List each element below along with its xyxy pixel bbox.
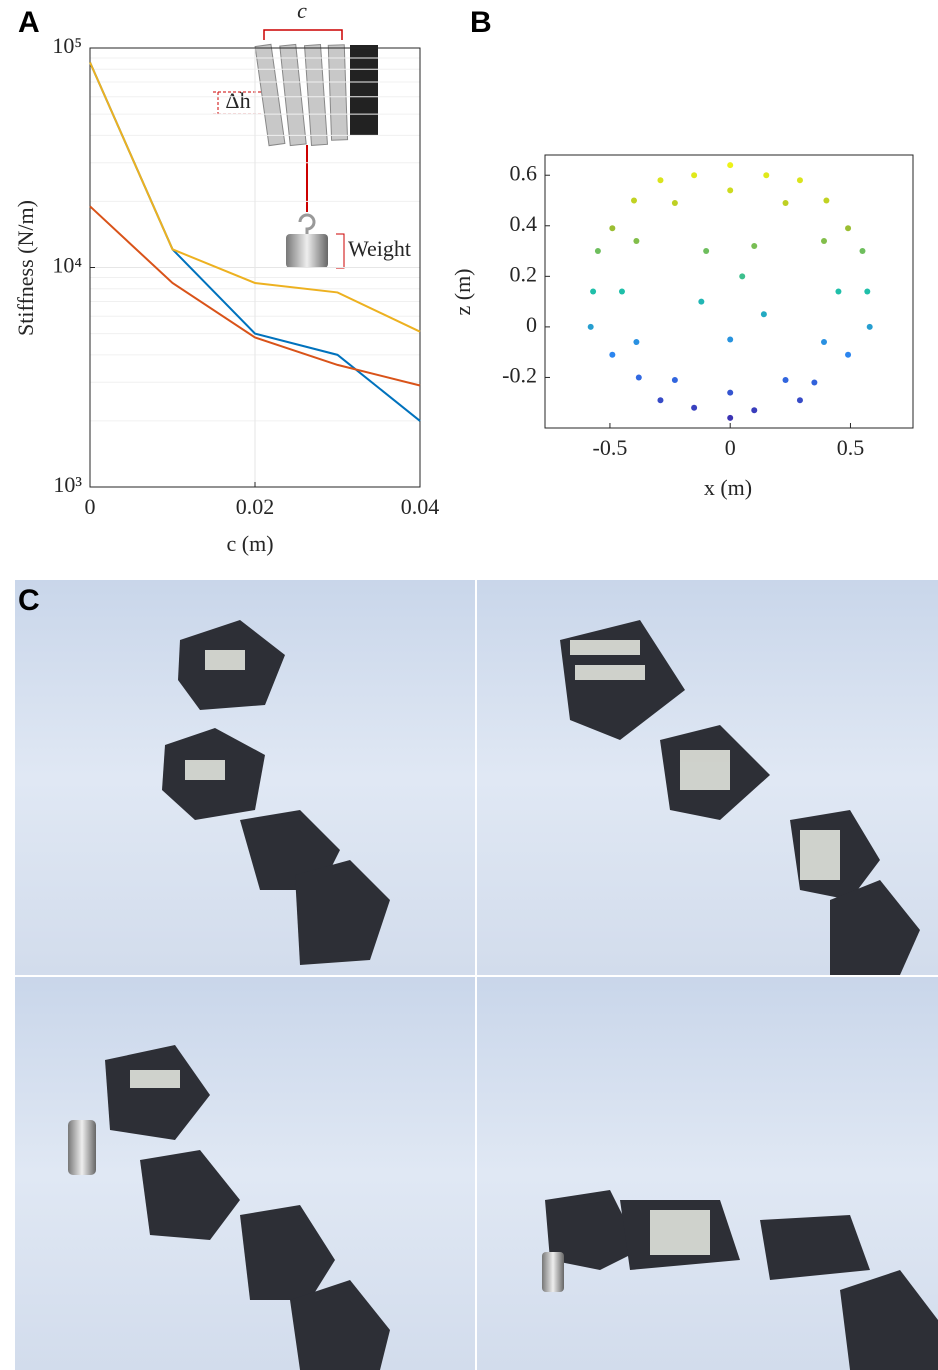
scatter-point <box>727 336 734 343</box>
scatter-point <box>698 298 705 305</box>
x-tick-label: 0 <box>85 494 96 519</box>
scatter-point <box>845 225 852 232</box>
x-tick-label: 0.04 <box>401 494 440 519</box>
scatter-point <box>739 273 746 280</box>
scatter-point <box>866 323 873 330</box>
plot-area: 10³ 10⁴ 10⁵ 0 0.02 0.04 <box>52 33 439 519</box>
y-tick-label: -0.2 <box>502 362 537 387</box>
scatter-point <box>727 414 734 421</box>
x-axis-label: x (m) <box>704 475 752 500</box>
scatter-point <box>671 200 678 207</box>
scatter-point <box>587 323 594 330</box>
axes-box <box>544 154 914 429</box>
scatter-point <box>782 200 789 207</box>
data-line <box>89 61 421 333</box>
inset-illustration: c Δh Weight <box>213 0 411 269</box>
x-tick-label: -0.5 <box>593 435 628 460</box>
x-tick-label: 0.5 <box>837 435 865 460</box>
y-axis-label: z (m) <box>450 268 475 315</box>
scatter-point <box>751 407 758 414</box>
annotation: c <box>297 0 307 23</box>
scatter-point <box>811 379 818 386</box>
scatter-point <box>823 197 830 204</box>
scatter-point <box>703 248 710 255</box>
scatter-point <box>796 177 803 184</box>
scatter-point <box>727 162 734 169</box>
scatter-point <box>859 248 866 255</box>
y-tick-label: 0 <box>526 312 537 337</box>
data-line <box>89 205 421 387</box>
scatter-point <box>835 288 842 295</box>
scatter-point <box>671 376 678 383</box>
y-axis-label: Stiffness (N/m) <box>13 200 38 336</box>
scatter-point <box>618 288 625 295</box>
panel-label: B <box>470 6 492 39</box>
scatter-point <box>782 376 789 383</box>
scatter-point <box>727 389 734 396</box>
scatter-point <box>763 172 770 179</box>
annotation: Weight <box>348 236 411 261</box>
scatter-point <box>821 237 828 244</box>
scatter-point <box>657 177 664 184</box>
scatter-point <box>751 243 758 249</box>
axes-box <box>89 47 421 488</box>
scatter-point <box>821 339 828 346</box>
panel-label: A <box>18 6 40 39</box>
scatter-point <box>691 404 698 411</box>
y-tick-label: 10³ <box>53 472 82 497</box>
scatter-point <box>727 187 734 194</box>
scatter-point <box>657 397 664 404</box>
panel-label: C <box>18 584 40 617</box>
y-tick-label: 10⁴ <box>52 253 82 278</box>
scatter-point <box>845 351 852 358</box>
y-tick-label: 0.6 <box>510 160 538 185</box>
scatter-point <box>760 311 767 318</box>
x-axis-label: c (m) <box>226 531 273 556</box>
scatter-point <box>633 237 640 244</box>
y-tick-label: 10⁵ <box>52 33 82 58</box>
scatter-point <box>630 197 637 204</box>
scatter-point <box>590 288 597 295</box>
x-tick-label: 0 <box>725 435 736 460</box>
scatter-point <box>594 248 601 255</box>
y-tick-label: 0.4 <box>510 211 538 236</box>
scatter-point <box>691 172 698 179</box>
scatter-point <box>796 397 803 404</box>
plot-area: -0.2 0 0.2 0.4 0.6 -0.5 0 0.5 <box>502 154 914 460</box>
scatter-point <box>609 351 616 358</box>
x-tick-label: 0.02 <box>236 494 275 519</box>
photo-grid <box>15 580 938 1370</box>
annotation: Δh <box>225 88 250 113</box>
y-tick-label: 0.2 <box>510 261 538 286</box>
scatter-point <box>864 288 871 295</box>
scatter-point <box>633 339 640 346</box>
scatter-point <box>609 225 616 232</box>
scatter-point <box>635 374 642 381</box>
